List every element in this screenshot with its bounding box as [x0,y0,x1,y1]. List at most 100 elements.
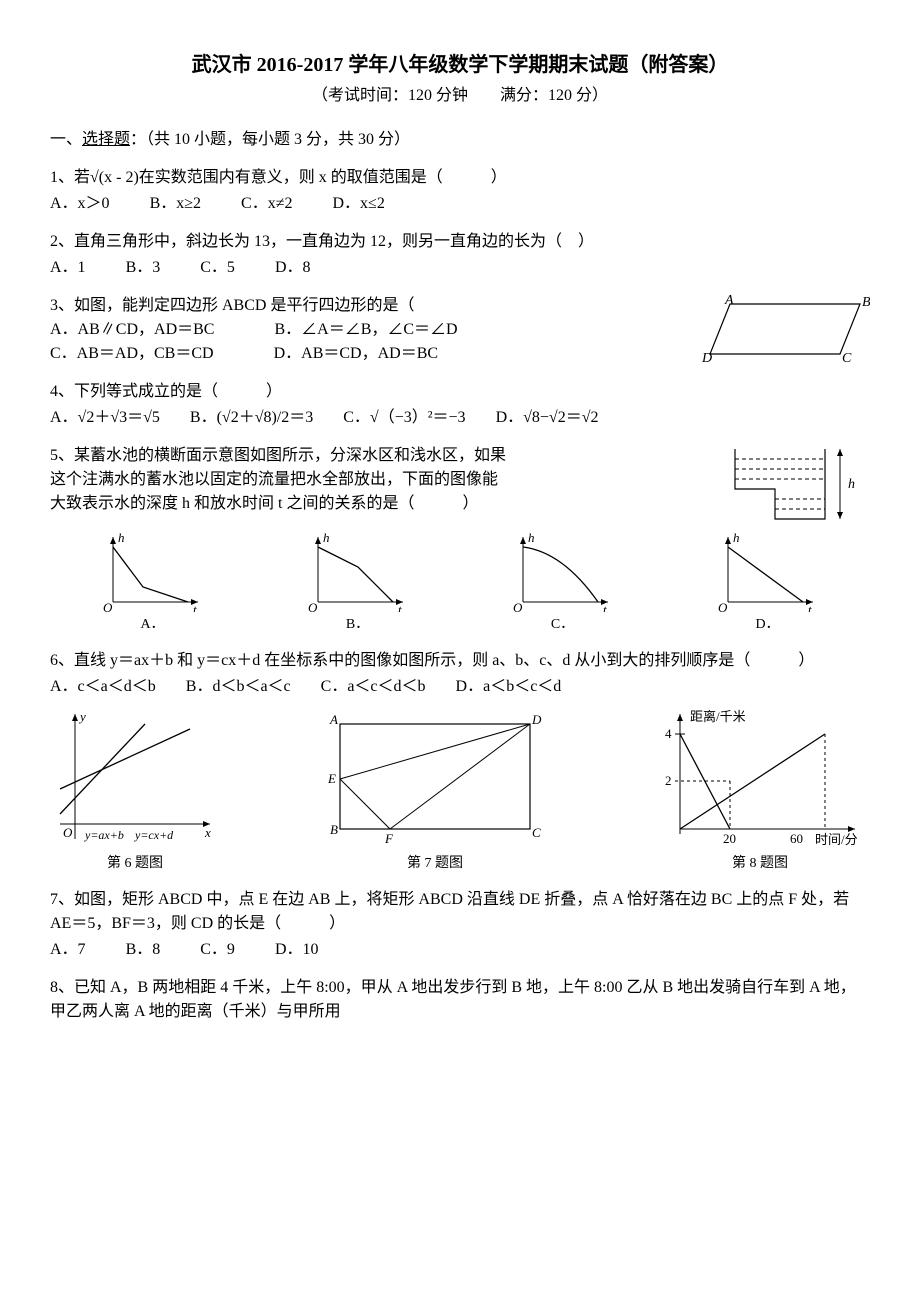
svg-text:O: O [718,600,728,612]
question-4-stem: 4、下列等式成立的是（ ） [50,380,870,404]
q5-options-figures: h t O A． h t O B． h t O C． [50,532,870,635]
question-2-stem: 2、直角三角形中，斜边长为 13，一直角边为 12，则另一直角边的长为（ ） [50,230,870,254]
q4-option-d: D．√8−√2＝√2 [496,406,599,430]
q5-label-a: A． [98,614,208,635]
question-6-options: A．c＜a＜d＜b B．d＜b＜a＜c C．a＜c＜d＜b D．a＜b＜c＜d [50,675,870,699]
question-8: 8、已知 A，B 两地相距 4 千米，上午 8:00，甲从 A 地出发步行到 B… [50,976,870,1024]
figure-7: A B C D E F 第 7 题图 [320,709,550,874]
svg-text:C: C [532,825,541,840]
svg-text:E: E [327,771,336,786]
svg-text:t: t [398,602,402,612]
q3-option-c: C．AB＝AD，CB＝CD [50,342,214,366]
q5-pool-h-label: h [848,477,855,492]
svg-text:4: 4 [665,726,672,741]
q5-fig-d: h t O D． [713,532,823,635]
question-4: 4、下列等式成立的是（ ） A．√2＋√3＝√5 B．(√2＋√8)/2＝3 C… [50,380,870,430]
svg-text:A: A [329,712,338,727]
svg-text:2: 2 [665,773,672,788]
q5-line2: 这个注满水的蓄水池以固定的流量把水全部放出，下面的图像能 [50,468,720,492]
q2-option-a: A．1 [50,256,86,280]
svg-text:t: t [193,602,197,612]
q5-fig-c: h t O C． [508,532,618,635]
svg-text:h: h [733,532,740,545]
svg-text:y: y [78,709,86,724]
q6-option-c: C．a＜c＜d＜b [321,675,426,699]
question-3: 3、如图，能判定四边形 ABCD 是平行四边形的是（ A．AB∥CD，AD＝BC… [50,294,870,366]
figure-8-caption: 第 8 题图 [650,853,870,874]
q7-option-a: A．7 [50,938,86,962]
svg-text:B: B [330,822,338,837]
section-1-header: 一、选择题：（共 10 小题，每小题 3 分，共 30 分） [50,128,870,152]
q5-fig-b: h t O B． [303,532,413,635]
figures-6-7-8: y x O y=ax+b y=cx+d 第 6 题图 A B C D E F 第… [50,709,870,874]
question-4-options: A．√2＋√3＝√5 B．(√2＋√8)/2＝3 C．√（−3）²＝−3 D．√… [50,406,870,430]
q3-option-d: D．AB＝CD，AD＝BC [274,342,438,366]
q3-option-a: A．AB∥CD，AD＝BC [50,318,214,342]
svg-text:O: O [308,600,318,612]
question-1: 1、若√(x - 2)在实数范围内有意义，则 x 的取值范围是（ ） A．x＞0… [50,166,870,216]
question-2-options: A．1 B．3 C．5 D．8 [50,256,870,280]
svg-text:60: 60 [790,831,803,846]
q5-pool-figure: h [730,444,870,524]
q3-option-b: B．∠A＝∠B，∠C＝∠D [274,318,457,342]
svg-text:时间/分: 时间/分 [815,832,858,847]
q1-option-d: D．x≤2 [333,192,385,216]
q3-parallelogram-figure: A B C D [700,294,870,364]
figure-7-caption: 第 7 题图 [320,853,550,874]
question-1-stem: 1、若√(x - 2)在实数范围内有意义，则 x 的取值范围是（ ） [50,166,870,190]
q2-option-b: B．3 [126,256,161,280]
q3-label-b: B [862,295,870,310]
question-5: 5、某蓄水池的横断面示意图如图所示，分深水区和浅水区，如果 这个注满水的蓄水池以… [50,444,870,524]
question-7-stem: 7、如图，矩形 ABCD 中，点 E 在边 AB 上，将矩形 ABCD 沿直线 … [50,888,870,936]
svg-text:O: O [63,825,73,840]
q6-option-d: D．a＜b＜c＜d [456,675,562,699]
svg-text:x: x [204,825,211,840]
q5-label-c: C． [508,614,618,635]
exam-info: （考试时间：120 分钟 满分：120 分） [50,84,870,108]
svg-text:t: t [603,602,607,612]
svg-text:F: F [384,831,394,846]
q3-label-d: D [701,351,712,364]
figure-6: y x O y=ax+b y=cx+d 第 6 题图 [50,709,220,874]
svg-text:t: t [808,602,812,612]
question-3-stem: 3、如图，能判定四边形 ABCD 是平行四边形的是（ [50,294,690,318]
question-6-stem: 6、直线 y＝ax＋b 和 y＝cx＋d 在坐标系中的图像如图所示，则 a、b、… [50,649,870,673]
q7-option-c: C．9 [200,938,235,962]
q5-line3: 大致表示水的深度 h 和放水时间 t 之间的关系的是（ ） [50,492,720,516]
question-7-options: A．7 B．8 C．9 D．10 [50,938,870,962]
svg-text:h: h [323,532,330,545]
q3-label-c: C [842,351,852,364]
q5-fig-a: h t O A． [98,532,208,635]
q5-line1: 5、某蓄水池的横断面示意图如图所示，分深水区和浅水区，如果 [50,444,720,468]
question-7: 7、如图，矩形 ABCD 中，点 E 在边 AB 上，将矩形 ABCD 沿直线 … [50,888,870,962]
q2-option-c: C．5 [200,256,235,280]
q4-option-a: A．√2＋√3＝√5 [50,406,160,430]
question-6: 6、直线 y＝ax＋b 和 y＝cx＋d 在坐标系中的图像如图所示，则 a、b、… [50,649,870,699]
question-2: 2、直角三角形中，斜边长为 13，一直角边为 12，则另一直角边的长为（ ） A… [50,230,870,280]
q6-option-a: A．c＜a＜d＜b [50,675,156,699]
q1-option-b: B．x≥2 [150,192,201,216]
q2-option-d: D．8 [275,256,311,280]
question-8-stem: 8、已知 A，B 两地相距 4 千米，上午 8:00，甲从 A 地出发步行到 B… [50,976,870,1024]
question-1-options: A．x＞0 B．x≥2 C．x≠2 D．x≤2 [50,192,870,216]
q1-option-a: A．x＞0 [50,192,110,216]
svg-text:20: 20 [723,831,736,846]
svg-text:D: D [531,712,542,727]
svg-text:O: O [103,600,113,612]
svg-text:O: O [513,600,523,612]
q6-option-b: B．d＜b＜a＜c [186,675,291,699]
svg-text:y=cx+d: y=cx+d [134,828,174,842]
q4-option-b: B．(√2＋√8)/2＝3 [190,406,313,430]
q4-option-c: C．√（−3）²＝−3 [343,406,465,430]
q3-label-a: A [724,294,734,308]
svg-text:距离/千米: 距离/千米 [690,709,746,724]
figure-6-caption: 第 6 题图 [50,853,220,874]
svg-text:h: h [118,532,125,545]
page-title: 武汉市 2016-2017 学年八年级数学下学期期末试题（附答案） [50,50,870,80]
q7-option-d: D．10 [275,938,319,962]
svg-text:h: h [528,532,535,545]
q7-option-b: B．8 [126,938,161,962]
q5-label-d: D． [713,614,823,635]
q1-option-c: C．x≠2 [241,192,292,216]
svg-text:y=ax+b: y=ax+b [84,828,124,842]
